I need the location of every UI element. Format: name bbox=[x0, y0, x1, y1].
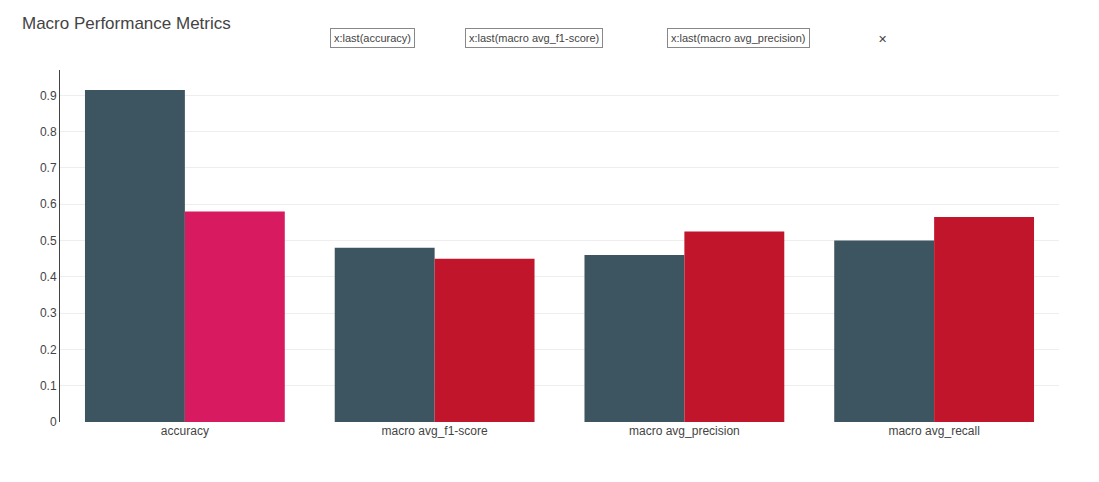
svg-text:0: 0 bbox=[50, 415, 57, 429]
svg-text:0.3: 0.3 bbox=[40, 306, 57, 320]
svg-text:x:last(macro avg_precision): x:last(macro avg_precision) bbox=[671, 32, 806, 44]
svg-text:macro avg_f1-score: macro avg_f1-score bbox=[382, 424, 488, 438]
svg-text:0.8: 0.8 bbox=[40, 125, 57, 139]
svg-text:x:last(macro avg_f1-score): x:last(macro avg_f1-score) bbox=[469, 32, 599, 44]
svg-text:✕: ✕ bbox=[878, 33, 887, 45]
svg-text:x:last(accuracy): x:last(accuracy) bbox=[334, 32, 411, 44]
svg-text:0.5: 0.5 bbox=[40, 234, 57, 248]
svg-text:0.4: 0.4 bbox=[40, 270, 57, 284]
svg-text:0.6: 0.6 bbox=[40, 197, 57, 211]
svg-text:0.9: 0.9 bbox=[40, 89, 57, 103]
svg-text:0.1: 0.1 bbox=[40, 379, 57, 393]
svg-text:accuracy: accuracy bbox=[161, 424, 209, 438]
svg-text:0.7: 0.7 bbox=[40, 161, 57, 175]
svg-text:macro avg_recall: macro avg_recall bbox=[888, 424, 979, 438]
svg-text:0.2: 0.2 bbox=[40, 343, 57, 357]
svg-text:Macro Performance Metrics: Macro Performance Metrics bbox=[22, 14, 231, 33]
svg-text:macro avg_precision: macro avg_precision bbox=[629, 424, 740, 438]
